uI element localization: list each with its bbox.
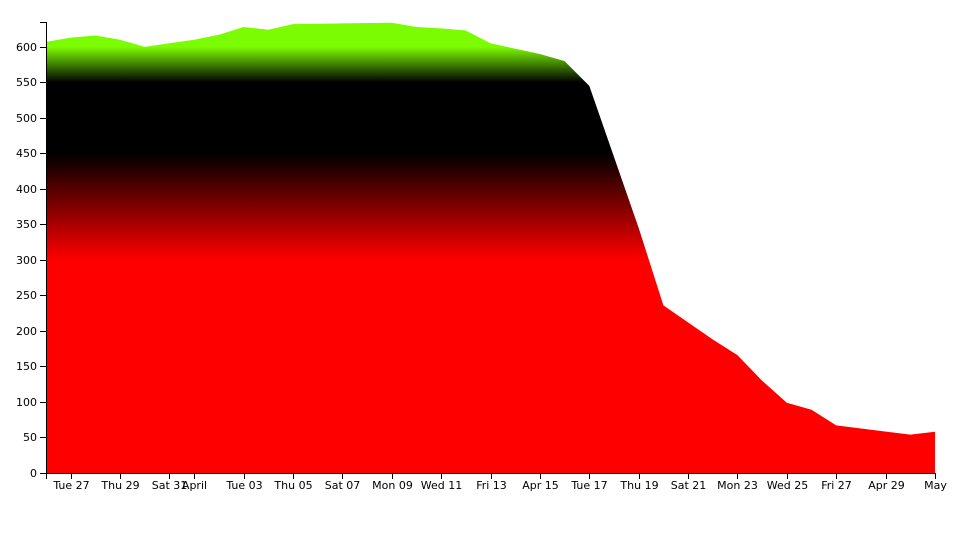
x-tick-label: Wed 11: [421, 479, 462, 492]
y-tick-label: 600: [16, 41, 37, 54]
x-tick-label: Fri 27: [821, 479, 852, 492]
y-tick-label: 500: [16, 112, 37, 125]
x-tick-label: Thu 19: [619, 479, 658, 492]
area-series: [46, 22, 935, 473]
x-tick-label: Apr 15: [522, 479, 559, 492]
y-tick-label: 100: [16, 396, 37, 409]
y-tick-label: 350: [16, 218, 37, 231]
y-axis-line: [40, 22, 47, 474]
y-tick-label: 550: [16, 76, 37, 89]
y-axis: 0 50 100 150 200 250 300 350 400 450 500 550 600: [16, 22, 47, 480]
x-tick-label: Thu 29: [100, 479, 139, 492]
y-tick-label: 250: [16, 289, 37, 302]
x-tick-label: May: [924, 479, 947, 492]
x-tick-label: Tue 27: [52, 479, 89, 492]
x-tick-label: Sat 31: [152, 479, 188, 492]
x-tick-label: Mon 23: [717, 479, 758, 492]
y-tick-label: 150: [16, 360, 37, 373]
y-tick-label: 300: [16, 254, 37, 267]
y-tick-label: 450: [16, 147, 37, 160]
y-tick-label: 400: [16, 183, 37, 196]
y-tick-label: 0: [30, 467, 37, 480]
x-tick-label: Sat 07: [325, 479, 361, 492]
x-tick-label: Wed 25: [767, 479, 808, 492]
x-tick-label: Tue 17: [570, 479, 607, 492]
x-tick-label: April: [182, 479, 207, 492]
x-tick-label: Mon 09: [372, 479, 413, 492]
x-tick-label: Tue 03: [225, 479, 262, 492]
y-tick-label: 200: [16, 325, 37, 338]
y-tick-label: 50: [23, 431, 37, 444]
x-tick-label: Apr 29: [868, 479, 905, 492]
x-tick-label: Thu 05: [273, 479, 312, 492]
x-tick-label: Fri 13: [476, 479, 507, 492]
x-tick-label: Sat 21: [671, 479, 707, 492]
